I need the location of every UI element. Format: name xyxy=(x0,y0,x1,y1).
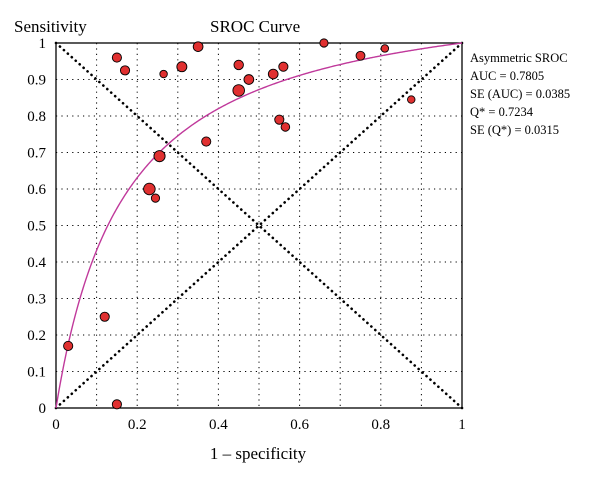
x-tick-label: 0.8 xyxy=(371,417,390,433)
study-point xyxy=(176,61,188,73)
study-point xyxy=(150,193,161,203)
y-tick-label: 0.6 xyxy=(27,182,46,198)
study-point xyxy=(243,74,255,85)
y-axis-label: Sensitivity xyxy=(14,17,87,36)
study-point xyxy=(201,136,212,147)
study-point xyxy=(274,114,285,125)
study-point xyxy=(119,65,131,76)
y-tick-label: 0.5 xyxy=(27,219,46,235)
study-point xyxy=(143,182,156,196)
diagonal-lines xyxy=(54,41,464,410)
x-tick-labels: 0 0.2 0.4 0.6 0.8 1 xyxy=(52,417,466,433)
study-point xyxy=(407,95,416,104)
study-point xyxy=(267,68,279,80)
y-tick-label: 1 xyxy=(39,36,47,52)
study-point xyxy=(99,311,110,322)
y-tick-labels: 0 0.1 0.2 0.3 0.4 0.5 0.6 0.7 0.8 0.9 1 xyxy=(27,36,46,417)
stats-se-auc: SE (AUC) = 0.0385 xyxy=(470,87,570,101)
study-point xyxy=(111,52,122,63)
stats-auc: AUC = 0.7805 xyxy=(470,69,544,83)
study-point xyxy=(233,59,244,71)
plot-frame xyxy=(55,42,463,409)
x-tick-label: 1 xyxy=(458,417,466,433)
y-tick-label: 0.9 xyxy=(27,73,46,89)
sroc-curve xyxy=(55,42,463,409)
stats-box: Asymmetric SROC AUC = 0.7805 SE (AUC) = … xyxy=(470,51,570,137)
y-tick-label: 0.8 xyxy=(27,109,46,125)
stats-se-q-star: SE (Q*) = 0.0315 xyxy=(470,123,559,137)
study-point xyxy=(153,150,166,163)
x-tick-label: 0.6 xyxy=(290,417,309,433)
x-tick-label: 0 xyxy=(52,417,60,433)
study-point xyxy=(319,38,329,48)
study-point xyxy=(278,61,289,72)
y-tick-label: 0.4 xyxy=(27,255,46,271)
study-point xyxy=(232,84,245,97)
study-point xyxy=(63,340,74,352)
y-tick-label: 0.1 xyxy=(27,365,46,381)
y-tick-label: 0 xyxy=(39,401,47,417)
chance-diagonal xyxy=(54,41,464,410)
study-point xyxy=(380,44,390,53)
study-point xyxy=(280,122,291,132)
y-tick-label: 0.3 xyxy=(27,292,46,308)
symmetry-diagonal xyxy=(54,41,464,410)
x-tick-label: 0.4 xyxy=(209,417,228,433)
y-tick-label: 0.7 xyxy=(27,146,46,162)
study-points xyxy=(63,38,416,410)
x-axis-label: 1 – specificity xyxy=(210,444,307,463)
study-point xyxy=(355,50,366,61)
stats-method: Asymmetric SROC xyxy=(470,51,568,65)
y-tick-label: 0.2 xyxy=(27,328,46,344)
x-tick-label: 0.2 xyxy=(128,417,147,433)
stats-q-star: Q* = 0.7234 xyxy=(470,105,534,119)
study-point xyxy=(159,69,168,79)
study-point xyxy=(192,41,204,52)
chart-title: SROC Curve xyxy=(210,17,300,36)
study-point xyxy=(111,399,122,410)
